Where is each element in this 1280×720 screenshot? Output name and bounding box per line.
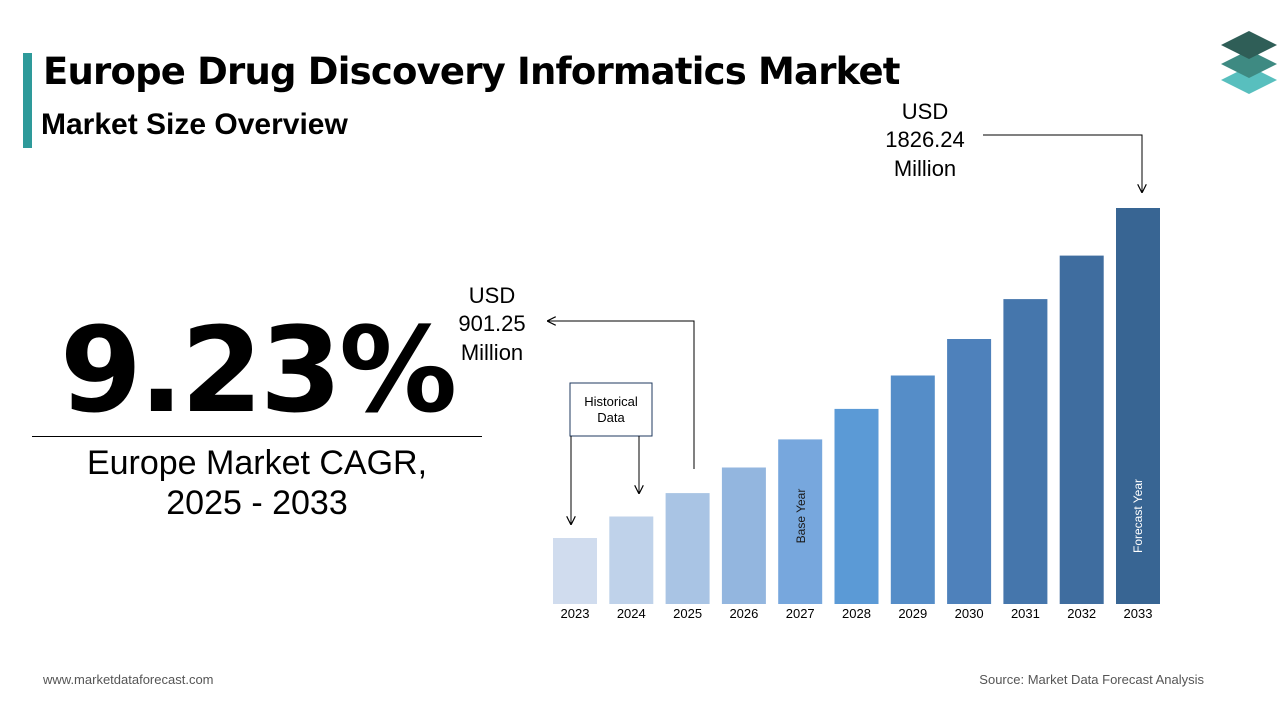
bar-2024 xyxy=(609,516,654,604)
source-note: Source: Market Data Forecast Analysis xyxy=(979,672,1204,687)
historical-data-box xyxy=(569,382,653,437)
base-value-unit: Million xyxy=(461,340,523,365)
x-tick-2027: 2027 xyxy=(786,606,815,621)
bar-2029 xyxy=(890,375,935,604)
website-url: www.marketdataforecast.com xyxy=(43,672,214,687)
x-tick-2024: 2024 xyxy=(617,606,646,621)
bar-2025 xyxy=(665,493,710,604)
forecast-value-amount: 1826.24 xyxy=(885,127,965,152)
cagr-value: 9.23% xyxy=(59,301,457,439)
historical-data-label-line2: Data xyxy=(597,410,625,425)
logo-layer-middle xyxy=(1221,50,1277,78)
cagr-divider xyxy=(32,436,482,437)
logo-layer-top xyxy=(1221,31,1277,59)
x-tick-2028: 2028 xyxy=(842,606,871,621)
base-value-usd: USD xyxy=(469,283,515,308)
base-year-label: Base Year xyxy=(794,489,808,544)
forecast-year-label: Forecast Year xyxy=(1131,479,1145,553)
x-tick-2031: 2031 xyxy=(1011,606,1040,621)
bar-2028 xyxy=(834,408,879,604)
bar-2027 xyxy=(778,439,823,604)
bar-2033 xyxy=(1116,208,1160,604)
title-accent-bar xyxy=(23,53,32,148)
arrow-base-value xyxy=(548,321,695,469)
x-tick-2023: 2023 xyxy=(561,606,590,621)
x-axis-ticks: 2023 2024 2025 2026 2027 2028 2029 2030 2031 2032… xyxy=(561,606,1153,621)
cagr-label-line1: Europe Market CAGR, xyxy=(86,444,428,482)
x-tick-2025: 2025 xyxy=(673,606,702,621)
x-tick-2033: 2033 xyxy=(1124,606,1153,621)
base-value-amount: 901.25 xyxy=(458,311,525,336)
x-tick-2029: 2029 xyxy=(898,606,927,621)
bar-2030 xyxy=(947,339,992,604)
cagr-label-line2: 2025 - 2033 xyxy=(166,484,348,522)
arrow-forecast-value xyxy=(983,134,1142,192)
stacked-layers-icon xyxy=(1221,31,1277,94)
forecast-value-unit: Million xyxy=(894,156,956,181)
bar-2026 xyxy=(721,467,766,604)
forecast-value-usd: USD xyxy=(902,99,948,124)
page-subtitle: Market Size Overview xyxy=(41,108,348,141)
x-tick-2030: 2030 xyxy=(955,606,984,621)
x-tick-2032: 2032 xyxy=(1067,606,1096,621)
bar-2023 xyxy=(553,538,597,604)
x-tick-2026: 2026 xyxy=(729,606,758,621)
historical-data-label-line1: Historical xyxy=(584,394,638,409)
logo-layer-bottom xyxy=(1221,66,1277,94)
page-title: Europe Drug Discovery Informatics Market xyxy=(43,50,900,93)
bar-2031 xyxy=(1003,299,1048,604)
bars-layer xyxy=(553,208,1160,604)
cagr-label: Europe Market CAGR, 2025 - 2033 xyxy=(32,443,482,523)
bar-2032 xyxy=(1059,255,1104,604)
